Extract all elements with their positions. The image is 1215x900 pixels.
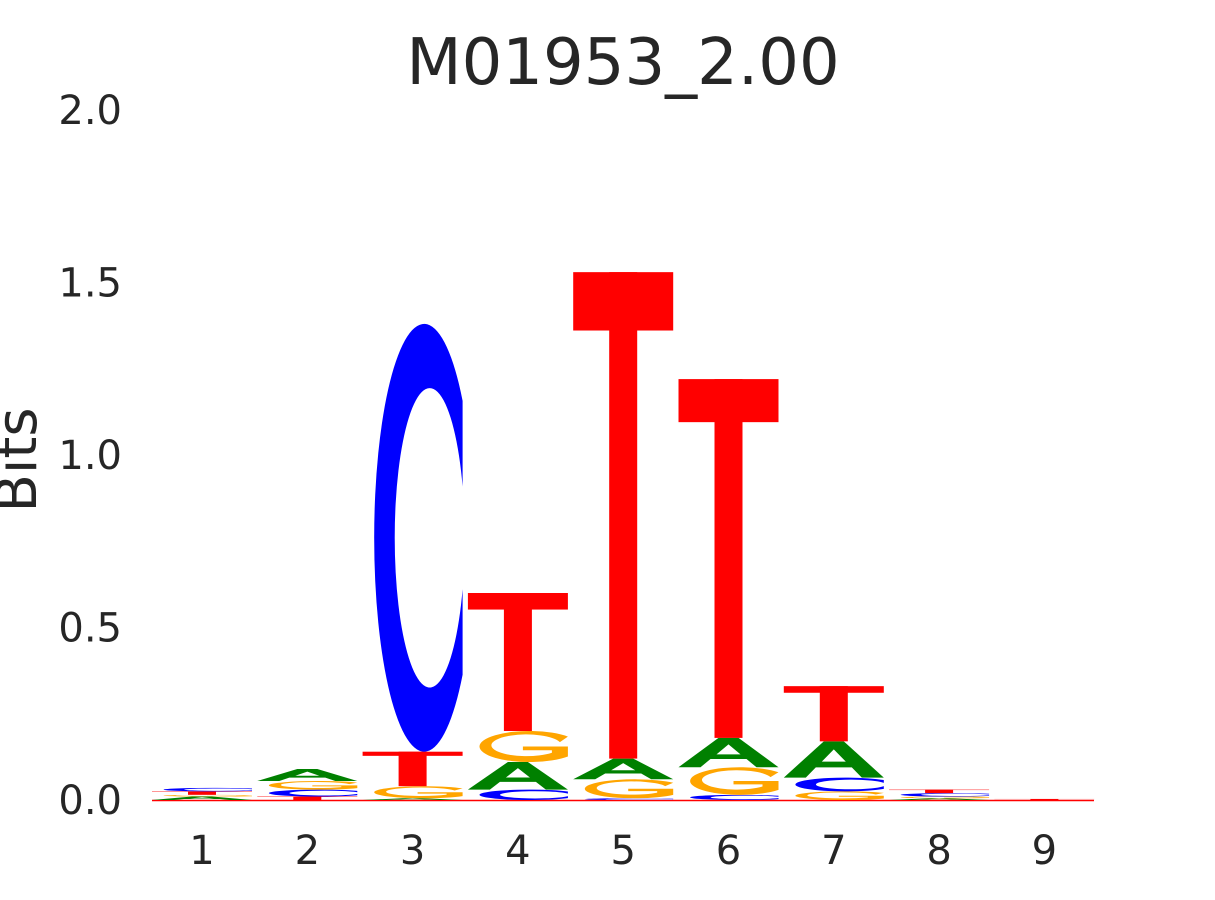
y-tick-label: 1.0 xyxy=(58,433,122,479)
letter-a-glyph xyxy=(783,741,884,778)
letter-stack xyxy=(889,789,990,800)
letter-a-glyph xyxy=(362,798,463,800)
letter-c-glyph xyxy=(374,323,463,752)
letter-g-glyph xyxy=(690,767,779,795)
x-tick-label: 8 xyxy=(926,828,951,874)
letter-g-glyph xyxy=(479,731,568,763)
x-tick-label: 4 xyxy=(505,828,530,874)
x-tick-label: 2 xyxy=(295,828,320,874)
letter-t-glyph xyxy=(573,272,674,759)
letter-g-glyph xyxy=(374,786,463,799)
letter-t-glyph xyxy=(152,791,252,795)
letter-stack xyxy=(783,686,884,800)
x-axis-ticks: 1 2 3 4 5 6 7 8 9 xyxy=(189,828,1057,874)
letter-c-glyph xyxy=(690,794,779,800)
letter-stack xyxy=(152,787,252,800)
letter-stack xyxy=(994,798,1095,800)
y-tick-label: 1.5 xyxy=(58,261,122,307)
letter-a-glyph xyxy=(152,796,252,800)
x-tick-label: 5 xyxy=(610,828,635,874)
letter-stack xyxy=(678,379,779,800)
letter-t-glyph xyxy=(994,798,1095,800)
letter-stack xyxy=(362,323,463,800)
y-axis-ticks: 0.0 0.5 1.0 1.5 2.0 xyxy=(58,88,1094,824)
letter-c-glyph xyxy=(584,798,674,800)
letter-g-glyph xyxy=(795,791,884,800)
letter-t-glyph xyxy=(362,751,463,787)
letter-a-glyph xyxy=(678,737,779,768)
x-tick-label: 7 xyxy=(821,828,846,874)
letter-t-glyph xyxy=(783,686,884,742)
letter-a-glyph xyxy=(467,762,568,790)
letter-stack xyxy=(257,768,358,800)
y-tick-label: 0.0 xyxy=(58,778,122,824)
x-tick-label: 6 xyxy=(716,828,741,874)
letter-c-glyph xyxy=(479,789,568,800)
letter-stack xyxy=(467,593,568,800)
letter-g-glyph xyxy=(163,794,252,797)
letter-c-glyph xyxy=(268,789,358,797)
chart-title: M01953_2.00 xyxy=(406,26,839,100)
letter-stack xyxy=(573,272,674,800)
letter-t-glyph xyxy=(467,593,568,731)
y-axis-label: Bits xyxy=(0,407,50,512)
letter-c-glyph xyxy=(163,787,252,792)
letter-t-glyph xyxy=(889,789,990,794)
letter-c-glyph xyxy=(795,777,884,792)
letter-g-glyph xyxy=(584,779,674,799)
letter-c-glyph xyxy=(900,793,990,797)
letter-a-glyph xyxy=(573,758,674,780)
letter-t-glyph xyxy=(257,796,358,800)
letter-a-glyph xyxy=(257,768,358,782)
letter-t-glyph xyxy=(678,379,779,738)
x-tick-label: 9 xyxy=(1032,828,1057,874)
y-tick-label: 0.5 xyxy=(58,606,122,652)
y-tick-label: 2.0 xyxy=(58,88,122,134)
letter-a-glyph xyxy=(889,798,990,800)
letter-stacks xyxy=(152,272,1095,800)
x-tick-label: 3 xyxy=(400,828,425,874)
x-tick-label: 1 xyxy=(189,828,214,874)
letter-g-glyph xyxy=(268,781,358,790)
letter-g-glyph xyxy=(900,796,990,799)
